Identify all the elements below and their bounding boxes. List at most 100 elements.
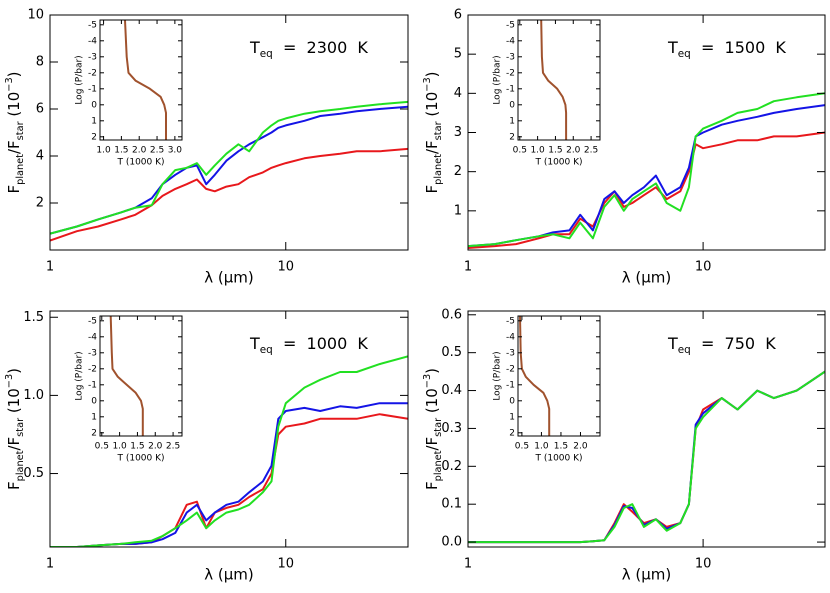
inset-y-tick-label: -3 [506,348,515,358]
inset-y-tick-label: -5 [88,316,97,326]
inset-y-tick-label: 1 [509,116,515,126]
y-tick-label: 4 [454,86,462,101]
spectrum-line [50,355,408,547]
y-tick-label: 1.0 [23,388,44,403]
label-part: = 1000 K [273,334,369,353]
label-part: /F [5,140,23,154]
inset-x-tick-label: 1.5 [130,442,144,452]
spectrum-line [50,147,408,242]
inset-x-tick-label: 1.0 [534,442,549,452]
y-tick-label: 0.0 [441,535,462,550]
inset-x-tick-label: 1.5 [554,442,568,452]
inset-x-tick-label: 2.0 [573,442,588,452]
inset-x-tick-label: 1.0 [112,442,127,452]
x-axis-label: λ (μm) [622,566,672,584]
annotation: Teq = 750 K [667,334,776,357]
inset-y-tick-label: 1 [91,116,97,126]
x-tick-label: 10 [277,260,294,275]
label-part: T [249,334,260,353]
y-tick-label: 6 [454,8,462,23]
series-group [468,92,825,249]
y-tick-label: 2 [36,196,44,211]
label-part: (10 [5,92,23,122]
panel: 1 100.51.01.5λ (μm)Fplanet/Fstar (10−3)Te… [4,310,409,584]
inset: 0.5 1.0 1.5 2.0 2.5 -5 -4 -3 -2 -1 0 1 2 T (1000 K) Lo… [493,19,601,168]
x-tick-label: 1 [46,557,54,572]
inset-x-tick-label: 2.0 [148,442,163,452]
y-tick-label: 0.2 [441,459,462,474]
label-part: eq [260,344,273,356]
spectrum-line [468,370,825,544]
annotation: Teq = 2300 K [249,38,368,61]
inset-x-tick-label: 1.5 [114,146,128,156]
label-part: T [249,38,260,57]
inset-y-label: Log (P/bar) [493,351,503,400]
inset-y-tick-label: -3 [506,52,515,62]
label-part: eq [678,48,691,60]
inset-background [100,20,182,140]
label-part: −3 [4,77,15,91]
label-part: star [15,417,26,437]
label-part: F [423,481,441,490]
x-axis-label: λ (μm) [204,566,254,584]
inset-background [518,316,600,436]
series-group [50,100,408,242]
label-part: −3 [422,374,433,388]
y-tick-label: 1 [454,203,462,218]
y-axis-label: Fplanet/Fstar (10−3) [4,71,26,193]
y-tick-label: 4 [36,149,44,164]
label-part: planet [433,154,444,185]
label-part: F [5,185,23,194]
inset-y-label: Log (P/bar) [75,351,85,400]
y-axis-label: Fplanet/Fstar (10−3) [422,71,444,193]
inset-y-tick-label: -3 [88,348,97,358]
x-tick-label: 1 [464,260,472,275]
inset-frame [99,315,183,437]
inset-x-tick-label: 3.0 [168,146,183,156]
inset-y-tick-label: -4 [88,332,97,342]
panel: 1 100.00.10.20.30.40.50.6λ (μm)Fplanet/Fs… [422,307,826,584]
label-part: star [433,120,444,140]
profile-line [519,315,551,436]
y-axis-label: Fplanet/Fstar (10−3) [4,368,26,490]
inset-x-label: T (1000 K) [534,454,582,464]
inset-x-tick-label: 0.5 [515,442,529,452]
label-part: planet [15,154,26,185]
inset-y-tick-label: 0 [509,100,515,110]
label-part: star [15,120,26,140]
label-part: ) [423,71,441,77]
inset: 1.0 1.5 2.0 2.5 3.0 -5 -4 -3 -2 -1 0 1 2 T (1000 K) Lo… [75,19,183,168]
label-part: T [667,38,678,57]
y-tick-label: 5 [454,47,462,62]
y-tick-label: 3 [454,125,462,140]
x-tick-label: 1 [464,557,472,572]
inset-x-tick-label: 2.5 [166,442,180,452]
y-tick-label: 0.4 [441,383,462,398]
inset-y-tick-label: 2 [91,132,97,142]
label-part: (10 [423,92,441,122]
y-axis-label: Fplanet/Fstar (10−3) [422,368,444,490]
inset-y-tick-label: -4 [506,332,515,342]
label-part: eq [678,344,691,356]
inset: 0.5 1.0 1.5 2.0 2.5 -5 -4 -3 -2 -1 0 1 2 T (1000 K) Lo… [75,315,183,464]
spectrum-line [50,402,408,547]
inset-y-label: Log (P/bar) [75,55,85,104]
label-part: F [5,481,23,490]
label-part: ) [5,71,23,77]
label-part: (10 [423,388,441,418]
y-tick-label: 10 [27,8,44,23]
inset-y-tick-label: 1 [91,412,97,422]
inset-y-tick-label: -3 [88,52,97,62]
inset-x-tick-label: 0.5 [513,146,527,156]
inset-y-tick-label: 0 [91,396,97,406]
inset-y-tick-label: -1 [506,84,515,94]
profile-line [109,315,144,436]
label-part: planet [433,450,444,481]
inset-x-tick-label: 2.5 [150,146,164,156]
inset-x-tick-label: 2.0 [566,146,581,156]
x-tick-label: 10 [277,557,294,572]
label-part: planet [15,450,26,481]
inset-x-tick-label: 0.5 [95,442,109,452]
